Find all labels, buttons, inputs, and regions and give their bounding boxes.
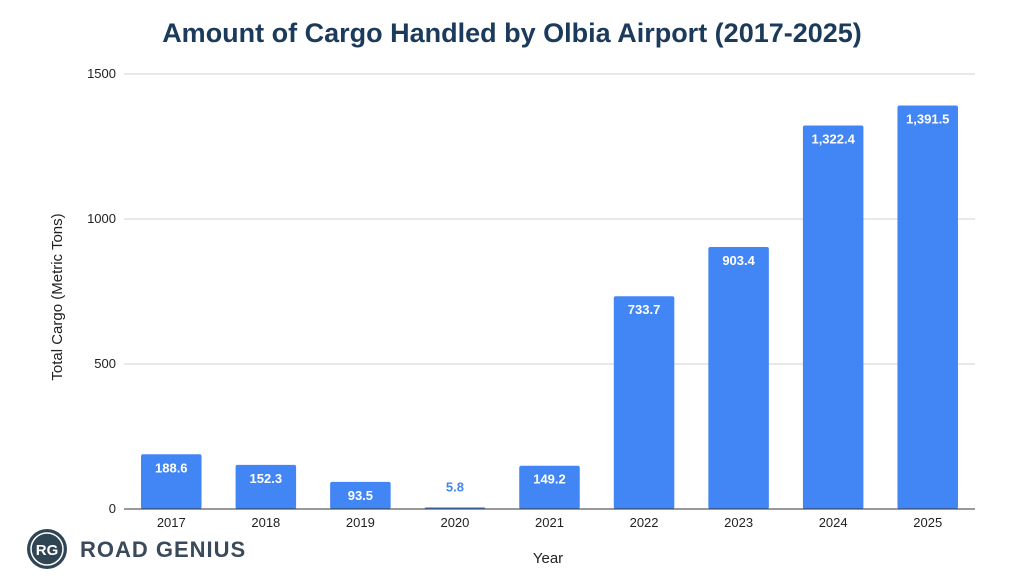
data-label-2019: 93.5 <box>348 488 373 503</box>
data-label-2023: 903.4 <box>722 253 755 268</box>
data-label-2025: 1,391.5 <box>906 111 949 126</box>
x-tick-label: 2025 <box>913 515 942 530</box>
x-tick-label: 2017 <box>157 515 186 530</box>
bar-2025 <box>897 105 958 509</box>
brand-logo-ring <box>30 532 64 566</box>
bar-2021 <box>519 465 580 509</box>
y-tick-label: 1500 <box>87 66 116 81</box>
x-tick-label: 2019 <box>346 515 375 530</box>
data-labels: 188.6 152.3 93.5 5.8 149.2 733.7 903.4 1,322.4 1… <box>155 111 949 502</box>
data-label-2021: 149.2 <box>533 472 566 487</box>
bars <box>141 105 958 509</box>
bar-2022 <box>613 296 675 509</box>
brand-name: ROAD GENIUS <box>80 537 246 562</box>
x-tick-label: 2024 <box>819 515 848 530</box>
brand-logo-initials: RG <box>36 542 59 559</box>
bar-2023 <box>708 247 769 509</box>
data-label-2018: 152.3 <box>250 471 283 486</box>
y-tick-label: 1000 <box>87 211 116 226</box>
brand-logo: RG ROAD GENIUS <box>27 529 246 569</box>
bar-2019 <box>330 481 391 509</box>
y-tick-label: 0 <box>109 501 116 516</box>
data-label-2024: 1,322.4 <box>811 132 855 147</box>
x-tick-label: 2022 <box>630 515 659 530</box>
bar-2017 <box>141 454 202 509</box>
bar-2018 <box>235 464 297 509</box>
data-label-2017: 188.6 <box>155 460 188 475</box>
bar-2024 <box>802 125 864 509</box>
x-axis-label: Year <box>533 550 563 567</box>
data-label-2020: 5.8 <box>446 479 464 494</box>
y-axis-ticks: 0 500 1000 1500 <box>87 66 116 516</box>
x-axis-ticks: 2017 2018 2019 2020 2021 2022 2023 2024 2025 <box>157 515 942 530</box>
chart-title: Amount of Cargo Handled by Olbia Airport… <box>162 18 862 48</box>
x-tick-label: 2020 <box>440 515 469 530</box>
x-tick-label: 2023 <box>724 515 753 530</box>
data-label-2022: 733.7 <box>628 302 661 317</box>
x-tick-label: 2021 <box>535 515 564 530</box>
brand-logo-circle <box>27 529 67 569</box>
y-tick-label: 500 <box>94 356 116 371</box>
x-tick-label: 2018 <box>251 515 280 530</box>
y-axis-label: Total Cargo (Metric Tons) <box>49 213 66 380</box>
